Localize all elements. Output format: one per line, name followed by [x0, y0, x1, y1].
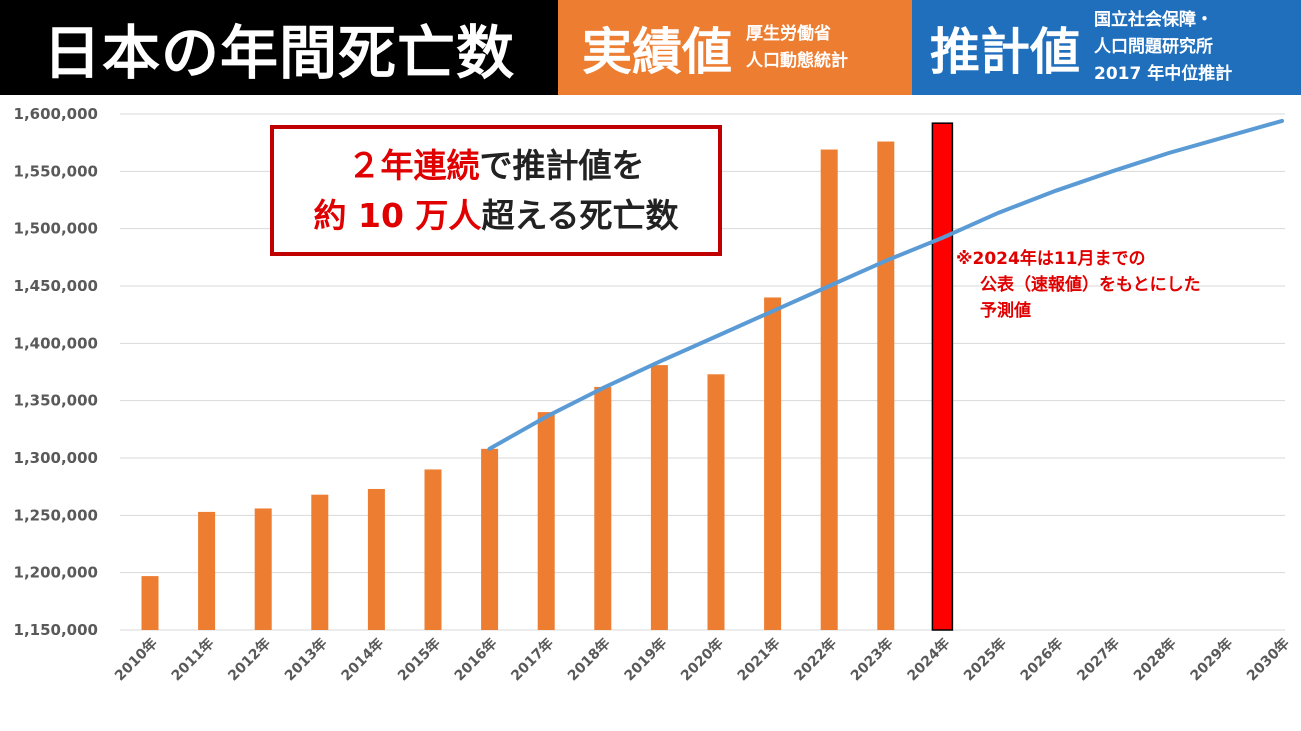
x-tick-label: 2010年 — [111, 635, 160, 684]
projection-source: 国立社会保障・ 人口問題研究所 2017 年中位推計 — [1094, 7, 1232, 88]
y-tick-label: 1,250,000 — [14, 506, 98, 524]
bar — [254, 508, 272, 630]
bar — [537, 412, 555, 630]
x-tick-label: 2022年 — [791, 635, 840, 684]
x-tick-label: 2024年 — [904, 635, 953, 684]
callout-highlight: 約 10 万人 — [313, 195, 482, 235]
bar — [764, 297, 782, 630]
actual-label: 実績値 — [582, 22, 732, 81]
x-tick-label: 2015年 — [394, 635, 443, 684]
projection-source-line: 国立社会保障・ — [1094, 10, 1213, 30]
line-layer — [487, 118, 1284, 451]
bar — [424, 469, 442, 630]
callout-line-1: ２年連続で推計値を — [348, 141, 645, 191]
bar — [820, 149, 838, 630]
projection-label: 推計値 — [930, 22, 1080, 81]
projection-source-line: 2017 年中位推計 — [1094, 64, 1233, 84]
bar-layer — [141, 122, 954, 631]
bar — [594, 386, 612, 630]
chart-title: 日本の年間死亡数 — [42, 18, 515, 87]
x-tick-label: 2018年 — [564, 635, 613, 684]
y-tick-label: 1,150,000 — [14, 621, 98, 639]
x-tick-label: 2030年 — [1243, 635, 1292, 684]
y-tick-label: 1,550,000 — [14, 162, 98, 180]
projection-line — [487, 118, 1284, 451]
y-tick-label: 1,450,000 — [14, 277, 98, 295]
bar — [650, 365, 668, 630]
actual-source-line: 人口動態統計 — [746, 50, 848, 71]
x-tick-label: 2029年 — [1187, 635, 1236, 684]
x-tick-label: 2019年 — [621, 635, 670, 684]
callout-line-2: 約 10 万人超える死亡数 — [314, 191, 679, 241]
x-tick-label: 2014年 — [338, 635, 387, 684]
bar — [367, 488, 385, 630]
y-tick-label: 1,400,000 — [14, 334, 98, 352]
bar — [311, 494, 329, 630]
x-tick-label: 2011年 — [168, 635, 217, 684]
chart-title-banner: 日本の年間死亡数 — [0, 0, 558, 95]
bar — [877, 141, 895, 630]
actual-source-line: 厚生労働省 — [746, 23, 831, 44]
x-tick-label: 2027年 — [1074, 635, 1123, 684]
callout-box: ２年連続で推計値を 約 10 万人超える死亡数 — [270, 125, 722, 256]
y-tick-label: 1,600,000 — [14, 105, 98, 123]
note-line: 予測値 — [980, 301, 1031, 321]
x-tick-label: 2028年 — [1130, 635, 1179, 684]
projection-source-line: 人口問題研究所 — [1094, 37, 1213, 57]
callout-text: で推計値を — [479, 145, 645, 185]
actual-values-banner: 実績値 厚生労働省 人口動態統計 — [558, 0, 912, 95]
bar — [198, 511, 216, 630]
actual-source: 厚生労働省 人口動態統計 — [746, 21, 848, 75]
forecast-note: ※2024年は11月までの 公表（速報値）をもとにした 予測値 — [956, 246, 1201, 324]
note-line: ※2024年は11月までの — [956, 249, 1146, 269]
y-tick-label: 1,350,000 — [14, 392, 98, 410]
bar — [141, 576, 159, 630]
x-tick-label: 2017年 — [508, 635, 557, 684]
bar-highlight-2024 — [931, 122, 954, 631]
y-tick-label: 1,300,000 — [14, 449, 98, 467]
y-tick-label: 1,500,000 — [14, 220, 98, 238]
bar — [707, 374, 725, 630]
x-tick-label: 2020年 — [677, 635, 726, 684]
callout-text: 超える死亡数 — [481, 195, 679, 235]
x-tick-label: 2013年 — [281, 635, 330, 684]
x-tick-label: 2016年 — [451, 635, 500, 684]
x-tick-label: 2021年 — [734, 635, 783, 684]
x-tick-label: 2023年 — [847, 635, 896, 684]
x-tick-label: 2025年 — [960, 635, 1009, 684]
y-tick-label: 1,200,000 — [14, 564, 98, 582]
x-tick-label: 2012年 — [225, 635, 274, 684]
callout-highlight: ２年連続 — [347, 145, 480, 185]
x-tick-label: 2026年 — [1017, 635, 1066, 684]
bar — [481, 448, 499, 630]
note-line: 公表（速報値）をもとにした — [980, 275, 1201, 295]
projection-banner: 推計値 国立社会保障・ 人口問題研究所 2017 年中位推計 — [912, 0, 1301, 95]
